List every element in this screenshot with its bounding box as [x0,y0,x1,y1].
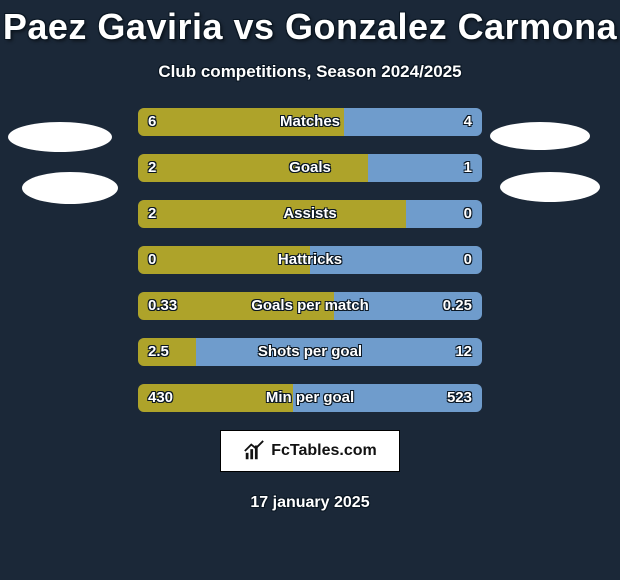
stat-value-right: 0.25 [443,292,472,320]
stat-label: Hattricks [278,246,342,274]
stat-label: Goals per match [251,292,369,320]
stat-value-right: 1 [464,154,472,182]
stat-label: Min per goal [266,384,354,412]
stat-bar-left [138,154,368,182]
stat-row: 0.33 0.25 Goals per match [138,292,482,320]
stat-value-right: 12 [455,338,472,366]
stat-label: Shots per goal [258,338,362,366]
stat-value-right: 4 [464,108,472,136]
stat-value-right: 0 [464,246,472,274]
comparison-subtitle: Club competitions, Season 2024/2025 [0,62,620,82]
footer-date: 17 january 2025 [0,494,620,512]
stat-value-right: 0 [464,200,472,228]
decorative-ellipse [500,172,600,202]
stat-row: 430 523 Min per goal [138,384,482,412]
stat-row: 6 4 Matches [138,108,482,136]
stat-row: 0 0 Hattricks [138,246,482,274]
stat-value-left: 2 [148,154,156,182]
decorative-ellipse [490,122,590,150]
stat-row: 2.5 12 Shots per goal [138,338,482,366]
stat-row: 2 1 Goals [138,154,482,182]
stat-label: Assists [283,200,336,228]
stat-bar-right [344,108,482,136]
stat-label: Matches [280,108,340,136]
stat-bar-left [138,200,406,228]
stat-value-left: 2.5 [148,338,169,366]
stat-label: Goals [289,154,331,182]
stat-value-left: 0.33 [148,292,177,320]
decorative-ellipse [22,172,118,204]
stat-value-left: 430 [148,384,173,412]
comparison-title: Paez Gaviria vs Gonzalez Carmona [0,0,620,48]
stat-row: 2 0 Assists [138,200,482,228]
source-badge: FcTables.com [220,430,400,472]
chart-icon [243,440,265,462]
stat-value-left: 6 [148,108,156,136]
stat-value-right: 523 [447,384,472,412]
stats-panel: 6 4 Matches 2 1 Goals 2 0 Assists 0 0 Hattricks 0.33… [138,108,482,412]
source-badge-text: FcTables.com [271,442,377,460]
stat-value-left: 2 [148,200,156,228]
stat-value-left: 0 [148,246,156,274]
decorative-ellipse [8,122,112,152]
